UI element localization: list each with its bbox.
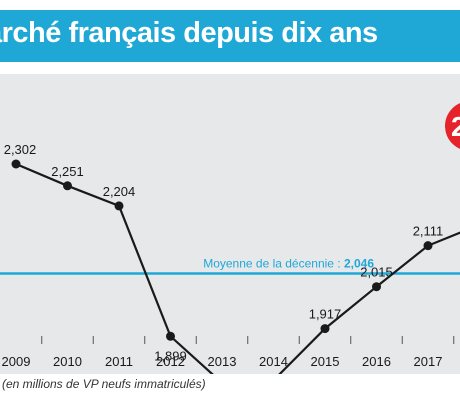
x-tick-marks	[41, 336, 455, 344]
data-label: 2,204	[103, 184, 136, 199]
x-tick-label: 2009	[2, 354, 31, 369]
average-label-text: Moyenne de la décennie :	[203, 256, 344, 270]
badge-circle	[445, 103, 460, 149]
data-points	[11, 159, 433, 341]
chart-panel	[0, 74, 460, 374]
data-label: 1,899	[154, 348, 187, 363]
x-tick-labels: 2009 2010 2011 2012 2013 2014 2015 2016 2017	[2, 354, 443, 369]
series-line	[15, 162, 460, 374]
x-tick-label: 2011	[105, 354, 133, 369]
data-label: 2,302	[4, 142, 37, 157]
data-point	[423, 241, 433, 251]
x-tick-label: 2015	[311, 354, 340, 369]
data-label: 2,111	[413, 224, 444, 239]
data-label: 2,251	[51, 164, 84, 179]
data-label: 1,917	[309, 307, 342, 322]
data-point	[372, 282, 381, 292]
average-value: 2,046	[344, 256, 374, 270]
x-tick-label: 2012	[156, 354, 185, 369]
data-point	[166, 331, 175, 341]
average-label: Moyenne de la décennie : 2,046	[203, 256, 374, 270]
data-point	[320, 324, 330, 334]
data-point	[11, 159, 21, 169]
line-chart: Moyenne de la décennie : 2,046 2,302 2,25…	[0, 103, 460, 374]
x-tick-label: 2010	[53, 354, 82, 369]
badge-text: 2	[451, 111, 460, 142]
data-label: 2,015	[360, 265, 393, 280]
x-tick-label: 2013	[208, 354, 237, 369]
data-point	[63, 181, 72, 191]
data-point	[114, 201, 124, 211]
x-tick-label: 2017	[414, 354, 443, 369]
x-tick-label: 2014	[259, 354, 288, 369]
x-tick-label: 2016	[362, 354, 391, 369]
title-band: arché français depuis dix ans	[0, 10, 460, 62]
chart-title: arché français depuis dix ans	[0, 17, 378, 49]
highlight-badge: 2	[445, 103, 460, 149]
unit-note: (en millions de VP neufs immatriculés)	[2, 377, 206, 391]
data-labels: 2,3022,2512,2041,8991,7901,7961,9172,015…	[4, 142, 444, 363]
